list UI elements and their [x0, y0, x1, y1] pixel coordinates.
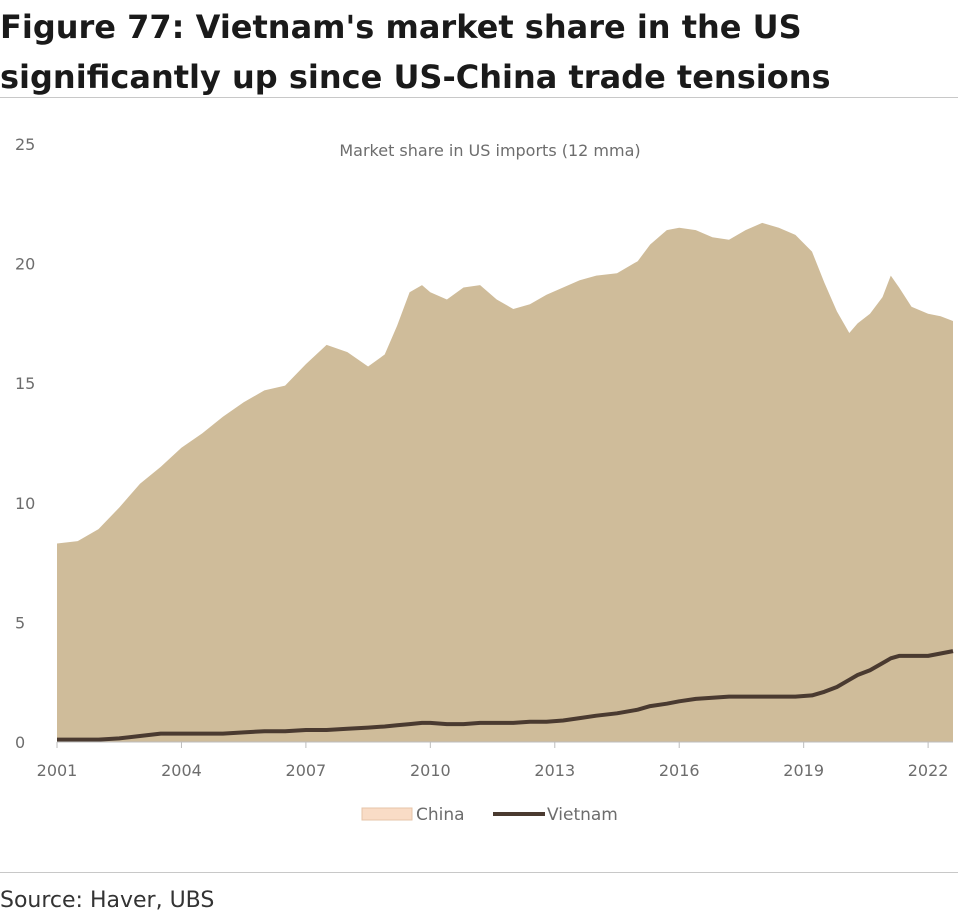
- chart-title: Market share in US imports (12 mma): [339, 141, 640, 160]
- y-tick-label: 15: [15, 374, 35, 393]
- x-tick-label: 2022: [908, 761, 949, 780]
- x-tick-label: 2007: [286, 761, 327, 780]
- figure-title: Figure 77: Vietnam's market share in the…: [0, 8, 831, 96]
- x-tick-label: 2001: [37, 761, 78, 780]
- legend-label-vietnam: Vietnam: [547, 805, 618, 825]
- x-tick-label: 2013: [534, 761, 575, 780]
- x-tick-label: 2016: [659, 761, 700, 780]
- y-tick-label: 5: [15, 613, 25, 632]
- plot-area: [57, 222, 954, 742]
- y-tick-label: 0: [15, 733, 25, 752]
- y-tick-label: 25: [15, 135, 35, 154]
- y-axis: 0 5 10 15 20 25: [15, 135, 35, 752]
- source-note: Source: Haver, UBS: [0, 888, 215, 913]
- x-tick-label: 2004: [161, 761, 202, 780]
- legend-label-china: China: [416, 805, 465, 825]
- x-axis: 2001 2004 2007 2010 2013 2016 2019 2022: [37, 741, 953, 780]
- legend: China Vietnam: [361, 805, 618, 825]
- title-divider: [0, 97, 958, 98]
- legend-swatch-china: [361, 807, 413, 821]
- y-tick-label: 10: [15, 494, 35, 513]
- x-tick-label: 2010: [410, 761, 451, 780]
- footer-divider: [0, 872, 958, 873]
- x-tick-label: 2019: [783, 761, 824, 780]
- china-area: [57, 222, 953, 742]
- vietnam-line: [57, 649, 954, 742]
- y-tick-label: 20: [15, 255, 35, 274]
